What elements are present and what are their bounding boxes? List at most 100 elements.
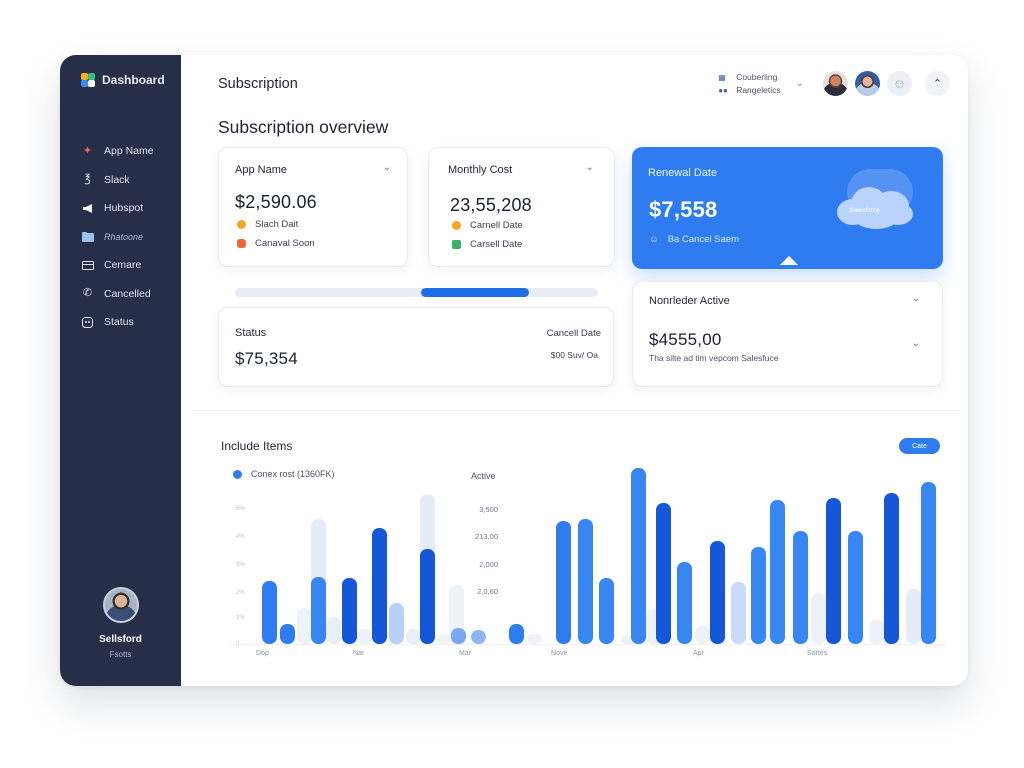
nonrenew-active-card[interactable]: Nonrleder Active ⌄ $4555,00 ⌄ Tha silte … — [632, 281, 943, 387]
sidebar-item-status[interactable]: Status — [81, 313, 154, 331]
chart-bar[interactable] — [311, 577, 326, 644]
card-value: $75,354 — [235, 349, 298, 368]
monthly-cost-card[interactable]: Monthly Cost ⌄ 23,55,208 Carnell Date Ca… — [428, 147, 615, 267]
pointer-notch — [780, 256, 798, 265]
status-card[interactable]: Status $75,354 Cancell Date $00 Suv/ Oa — [218, 307, 614, 387]
chart-bar[interactable] — [599, 578, 614, 644]
chart-bar[interactable] — [811, 593, 826, 644]
sidebar-item-label: Rhatoone — [104, 231, 144, 242]
x-tick: Nove — [551, 650, 568, 657]
avatar[interactable] — [855, 71, 880, 96]
chart-bar[interactable] — [826, 498, 841, 644]
chart-bar[interactable] — [280, 624, 295, 644]
topbar: ▦ Couberling ●● Rangeletics ⌄ ☺ ⌃ — [718, 71, 950, 96]
x-tick: Nar — [353, 650, 365, 657]
page-title: Subscription — [218, 76, 298, 92]
chevron-down-icon[interactable]: ⌄ — [382, 162, 391, 173]
chart-bar[interactable] — [695, 626, 710, 644]
chart-bar[interactable] — [451, 628, 466, 644]
sidebar-item-cancelled[interactable]: ✆ Cancelled — [81, 285, 154, 303]
card-row-label: Slach Dait — [255, 219, 299, 230]
sidebar-item-label: Hubspot — [104, 202, 144, 214]
chart-bar[interactable] — [848, 531, 863, 644]
progress-slider[interactable] — [235, 288, 598, 297]
user-profile[interactable]: Sellsford Fsotts — [60, 587, 181, 659]
chevron-down-icon[interactable]: ⌄ — [585, 162, 594, 173]
chart-bar[interactable] — [770, 500, 785, 644]
phone-icon: ✆ — [82, 287, 93, 299]
card-title: Renewal Date — [648, 167, 718, 179]
meta-label: Couberling — [736, 72, 778, 82]
chart-bar[interactable] — [793, 531, 808, 644]
chart-bar[interactable] — [656, 503, 671, 644]
chevron-down-icon[interactable]: ⌄ — [795, 78, 804, 89]
chart-bar[interactable] — [884, 493, 899, 644]
chart-bar[interactable] — [751, 547, 766, 644]
chart-bar[interactable] — [420, 549, 435, 644]
chevron-up-button[interactable]: ⌃ — [925, 71, 950, 96]
card-title: Nonrleder Active — [649, 295, 730, 307]
card-row-label: Canaval Soon — [255, 238, 315, 249]
user-placeholder-icon[interactable]: ☺ — [887, 71, 912, 96]
cancel-date-value: $00 Suv/ Oa — [550, 350, 598, 360]
chart-bar[interactable] — [621, 636, 636, 644]
app-icon: ✦ — [82, 144, 93, 157]
avatar — [102, 587, 139, 623]
divider — [193, 410, 961, 411]
sidebar-item-cemare[interactable]: Cemare — [81, 256, 154, 274]
renewal-date-card[interactable]: Renewal Date $7,558 ☺ Ba Cancel Saem Sal… — [632, 147, 943, 269]
sidebar-item-slack[interactable]: ℥ Slack — [81, 171, 154, 189]
chart-bar[interactable] — [326, 617, 341, 644]
chart-bar[interactable] — [556, 521, 571, 644]
status-dot-icon — [452, 240, 461, 249]
chevron-down-icon[interactable]: ⌄ — [911, 293, 920, 304]
x-tick: Apr — [693, 650, 704, 657]
chart-bar[interactable] — [527, 634, 542, 644]
chart-bar[interactable] — [342, 578, 357, 644]
chart-bar[interactable] — [471, 630, 486, 644]
chart-bar[interactable] — [731, 582, 746, 644]
status-dot-icon — [237, 239, 246, 248]
chart-bar[interactable] — [869, 620, 884, 644]
chart-bar[interactable] — [677, 562, 692, 644]
card-row-label: Carsell Date — [470, 239, 523, 250]
chart-bar[interactable] — [921, 482, 936, 644]
sidebar-item-label: Slack — [104, 173, 130, 186]
card-title: Monthly Cost — [448, 164, 513, 176]
meta-dropdown[interactable]: ▦ Couberling ●● Rangeletics — [718, 72, 780, 95]
brand[interactable]: Dashboard — [81, 73, 165, 87]
chart-bar[interactable] — [631, 468, 646, 644]
sidebar-item-app-name[interactable]: ✦ App Name — [81, 142, 154, 160]
cloud-label: Salesforce — [849, 207, 880, 214]
chart-bar[interactable] — [357, 629, 372, 644]
chart-title: Include Items — [221, 439, 293, 453]
chart-bar[interactable] — [389, 603, 404, 644]
avatar[interactable] — [823, 71, 848, 96]
chart-bar[interactable] — [372, 528, 387, 644]
chart-bar[interactable] — [906, 589, 921, 644]
chevron-up-icon: ⌃ — [932, 78, 943, 90]
app-name-card[interactable]: App Name ⌄ $2,590.06 Slach Dait Canaval … — [218, 147, 408, 267]
chart-bar[interactable] — [297, 608, 312, 644]
sidebar-item-rhatoone[interactable]: Rhatoone — [81, 228, 154, 246]
status-dot-icon — [237, 220, 246, 229]
sidebar-item-hubspot[interactable]: Hubspot — [81, 199, 154, 217]
chart-bar[interactable] — [437, 634, 452, 644]
card-description: Tha silte ad tim vepcom Salesfuce — [649, 353, 779, 363]
section-title: Subscription overview — [218, 117, 389, 137]
salesforce-cloud-icon: Salesforce — [837, 169, 917, 239]
date-filter-button[interactable]: Cate — [899, 438, 940, 454]
meta-label: Rangeletics — [736, 85, 781, 95]
card-row-label: Ba Cancel Saem — [667, 234, 739, 245]
card-icon — [81, 259, 94, 272]
chart-bar[interactable] — [262, 581, 277, 644]
chart-bar[interactable] — [710, 541, 725, 644]
x-tick: Dop — [256, 650, 269, 657]
chart-legend: Conex rost (1360FK) — [233, 469, 335, 479]
progress-fill[interactable] — [421, 288, 529, 297]
sidebar-item-label: Status — [104, 316, 134, 328]
chart-bar[interactable] — [406, 629, 421, 644]
chevron-down-icon[interactable]: ⌄ — [911, 338, 920, 349]
chart-bar[interactable] — [578, 519, 593, 644]
chart-bar[interactable] — [509, 624, 524, 644]
